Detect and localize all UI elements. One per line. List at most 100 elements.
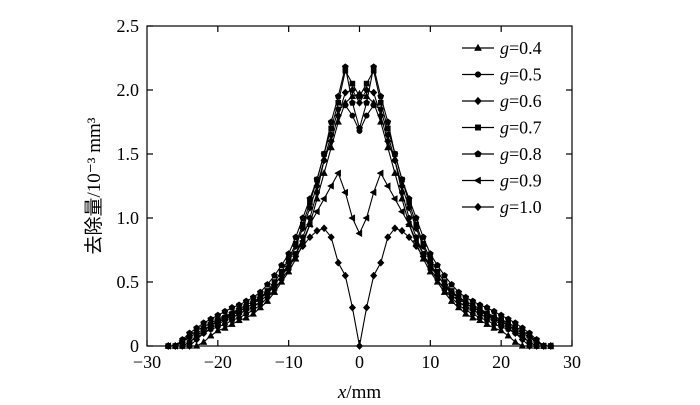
data-point [369, 188, 377, 197]
data-point [497, 317, 505, 326]
data-point [356, 93, 363, 100]
data-point [504, 331, 512, 339]
data-point [320, 150, 328, 157]
data-point [370, 271, 378, 280]
data-point [511, 325, 519, 334]
x-tick-label: −20 [204, 352, 232, 372]
data-point [474, 96, 482, 106]
legend-label: g=0.5 [500, 65, 542, 85]
data-point [263, 288, 272, 297]
data-point [405, 233, 413, 242]
data-point [397, 207, 405, 216]
x-axis-variable: x [337, 382, 347, 403]
data-point [306, 195, 314, 202]
data-point [341, 88, 349, 97]
data-point [433, 261, 441, 269]
data-point [490, 323, 498, 331]
data-point [342, 102, 349, 109]
data-point [285, 250, 293, 257]
data-point [348, 214, 356, 222]
x-tick-label: −30 [133, 352, 161, 372]
data-point [474, 43, 482, 51]
data-point [391, 224, 399, 233]
data-point [221, 323, 229, 331]
data-point [348, 303, 357, 312]
y-tick-label: 2.5 [117, 16, 140, 36]
data-point [391, 169, 399, 176]
data-point [313, 175, 321, 183]
data-point [448, 280, 456, 288]
x-tick-label: 30 [563, 352, 581, 372]
x-axis-unit: /mm [346, 382, 381, 403]
data-point [490, 315, 498, 324]
data-point [370, 88, 378, 97]
legend-entry: g=0.5 [462, 65, 542, 85]
data-point [455, 294, 463, 303]
data-point [406, 215, 413, 221]
data-point [377, 111, 385, 120]
x-tick-label: 20 [492, 352, 510, 372]
data-point [385, 125, 391, 132]
data-point [263, 280, 271, 288]
legend-variable: g [500, 118, 509, 138]
data-point [483, 303, 491, 311]
data-point [221, 315, 229, 324]
data-point [313, 226, 321, 235]
legend-variable: g [500, 171, 509, 191]
data-point [256, 294, 264, 303]
data-point [348, 99, 356, 106]
legend-entry: g=0.8 [462, 144, 542, 164]
data-point [441, 271, 448, 279]
data-point [277, 271, 286, 280]
legend-value: =0.7 [509, 118, 542, 138]
data-point [319, 195, 327, 203]
data-point [327, 182, 334, 190]
data-point [270, 280, 279, 289]
data-point [426, 250, 434, 257]
data-point [391, 156, 399, 165]
y-axis-title: 去除量/10⁻³ mm³ [83, 117, 105, 254]
plot-area [164, 63, 555, 350]
data-point [292, 233, 300, 241]
data-point [327, 233, 335, 242]
data-point [305, 220, 313, 229]
data-point [207, 321, 215, 330]
data-point [412, 237, 419, 245]
data-point [377, 258, 385, 267]
data-point [355, 229, 363, 238]
data-point [483, 311, 491, 320]
data-point [341, 271, 349, 280]
data-point [328, 125, 334, 132]
data-point [370, 102, 377, 109]
data-point [377, 92, 385, 100]
data-point [483, 320, 491, 327]
data-point [363, 80, 370, 87]
legend-label: g=0.7 [500, 118, 542, 138]
data-point [504, 321, 512, 330]
data-point [433, 271, 442, 280]
data-point [320, 156, 328, 165]
data-point [362, 86, 371, 94]
data-point [242, 303, 250, 312]
data-point [363, 99, 371, 106]
data-point [497, 326, 505, 334]
data-point [312, 207, 320, 216]
legend-entry: g=0.6 [462, 91, 542, 111]
data-point [306, 215, 313, 221]
data-point [384, 137, 392, 146]
data-point [383, 182, 391, 190]
data-point [334, 258, 342, 267]
data-point [320, 224, 328, 233]
data-point [341, 63, 349, 70]
series-g1.0 [164, 224, 555, 350]
data-point [306, 233, 314, 242]
y-tick-label: 1.5 [117, 144, 140, 164]
data-point [334, 169, 341, 177]
data-point [249, 309, 257, 317]
data-point [511, 338, 520, 345]
data-point [384, 118, 392, 125]
data-point [278, 261, 286, 269]
legend-entry: g=0.7 [462, 118, 542, 138]
data-point [518, 329, 527, 338]
data-point [412, 242, 420, 251]
